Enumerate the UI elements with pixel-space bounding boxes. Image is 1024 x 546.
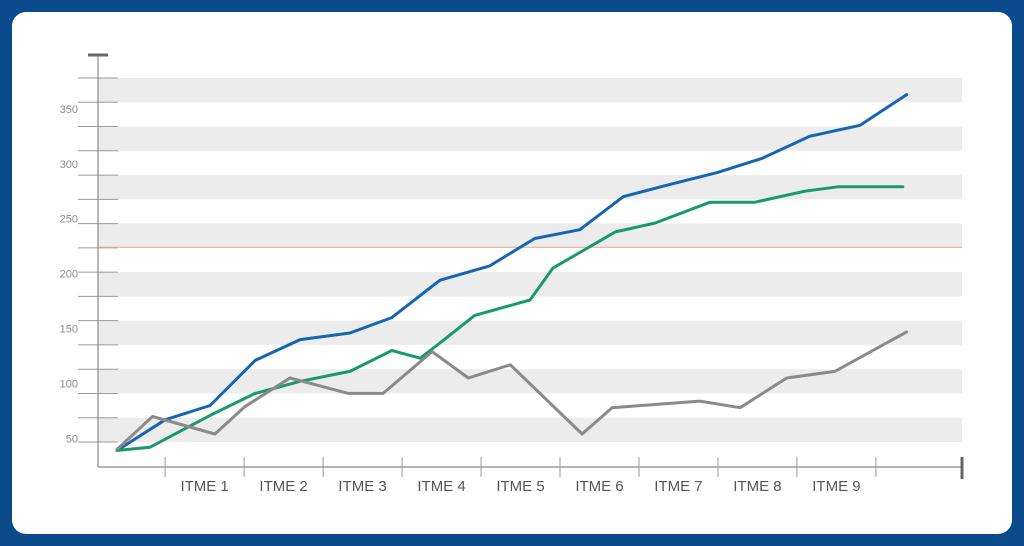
x-tick-label: ITME 8 <box>733 478 781 495</box>
x-tick-label: ITME 5 <box>496 478 544 495</box>
x-tick-label: ITME 4 <box>417 478 465 495</box>
y-tick-label: 100 <box>60 379 78 391</box>
stripe <box>98 175 962 200</box>
stripe <box>98 320 962 345</box>
y-tick-label: 150 <box>60 324 78 336</box>
x-tick-label: ITME 6 <box>575 478 623 495</box>
stripe <box>98 126 962 151</box>
y-tick-label: 250 <box>60 214 78 226</box>
y-tick-label: 350 <box>60 104 78 116</box>
y-tick-label: 300 <box>60 159 78 171</box>
series-line <box>115 93 909 452</box>
y-tick-label: 50 <box>66 433 78 445</box>
stripe <box>98 78 962 103</box>
y-tick-label: 200 <box>60 269 78 281</box>
x-tick-label: ITME 2 <box>259 478 307 495</box>
x-tick-label: ITME 7 <box>654 478 702 495</box>
stripe <box>98 417 962 442</box>
stripe <box>98 223 962 248</box>
stripe <box>98 272 962 297</box>
series-line <box>115 185 905 452</box>
x-tick-label: ITME 1 <box>180 478 228 495</box>
x-tick-label: ITME 3 <box>338 478 386 495</box>
series-line <box>115 330 909 451</box>
x-tick-label: ITME 9 <box>812 478 860 495</box>
